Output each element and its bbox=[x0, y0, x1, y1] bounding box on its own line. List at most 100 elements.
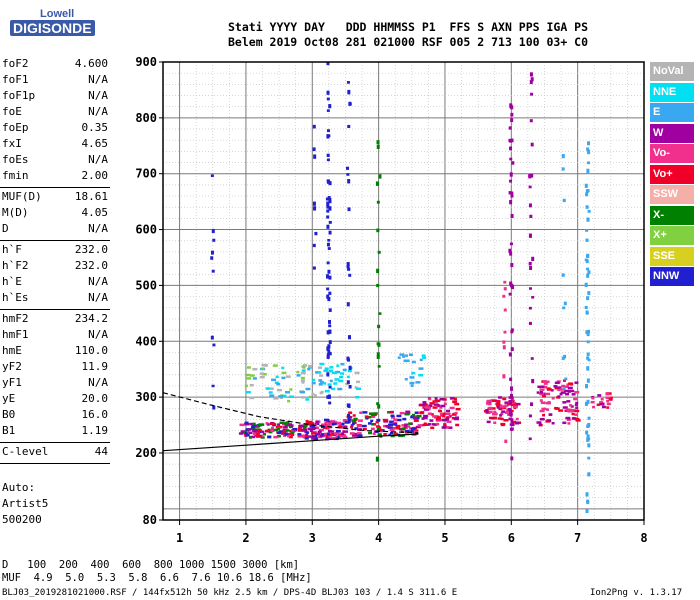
echo-point bbox=[567, 386, 573, 390]
echo-point bbox=[575, 406, 579, 410]
echo-point bbox=[376, 268, 380, 274]
echo-point bbox=[383, 433, 387, 436]
echo-point bbox=[252, 367, 258, 371]
echo-point bbox=[545, 401, 551, 405]
echo-point bbox=[210, 335, 214, 340]
echo-point bbox=[372, 432, 376, 436]
param-name: foF1 bbox=[2, 73, 29, 86]
echo-point bbox=[370, 419, 374, 423]
echo-point bbox=[439, 412, 443, 416]
echo-point bbox=[504, 411, 509, 414]
echo-point bbox=[436, 399, 441, 403]
echo-point bbox=[297, 429, 303, 432]
echo-point bbox=[256, 435, 262, 438]
echo-point bbox=[244, 421, 249, 425]
echo-point bbox=[515, 402, 521, 406]
echo-point bbox=[238, 432, 243, 435]
param-separator bbox=[0, 240, 110, 241]
param-name: h`F bbox=[2, 243, 22, 256]
echo-point bbox=[376, 355, 380, 359]
echo-point bbox=[586, 168, 590, 174]
x-tick-label: 6 bbox=[508, 531, 515, 545]
echo-point bbox=[318, 371, 322, 374]
echo-point bbox=[428, 404, 433, 408]
echo-point bbox=[554, 406, 559, 410]
echo-point bbox=[499, 414, 503, 417]
echo-point bbox=[326, 331, 330, 335]
echo-point bbox=[508, 408, 512, 412]
echo-point bbox=[563, 354, 567, 359]
param-name: M(D) bbox=[2, 206, 29, 219]
echo-point bbox=[528, 321, 532, 325]
echo-point bbox=[511, 284, 515, 290]
echo-point bbox=[443, 423, 447, 427]
echo-point bbox=[599, 402, 605, 406]
echo-point bbox=[397, 356, 401, 359]
echo-point bbox=[297, 427, 302, 430]
echo-point bbox=[510, 456, 514, 461]
echo-point bbox=[353, 417, 358, 421]
echo-point bbox=[355, 380, 360, 384]
echo-point bbox=[210, 174, 214, 178]
echo-point bbox=[296, 374, 301, 377]
footer-version: Ion2Png v. 1.3.17 bbox=[590, 588, 683, 598]
echo-point bbox=[342, 435, 348, 439]
echo-point bbox=[585, 192, 589, 197]
echo-point bbox=[490, 399, 496, 402]
echo-point bbox=[433, 403, 439, 406]
echo-point bbox=[510, 330, 514, 334]
echo-point bbox=[350, 425, 354, 429]
echo-point bbox=[326, 158, 330, 162]
echo-point bbox=[331, 436, 337, 440]
echo-point bbox=[347, 358, 351, 362]
echo-point bbox=[252, 377, 257, 380]
echo-point bbox=[361, 424, 367, 428]
echo-point bbox=[559, 388, 565, 391]
echo-point bbox=[561, 273, 565, 277]
echo-point bbox=[326, 204, 330, 209]
echo-point bbox=[303, 364, 308, 367]
echo-point bbox=[448, 415, 452, 418]
echo-point bbox=[326, 423, 331, 427]
echo-point bbox=[328, 369, 333, 372]
echo-point bbox=[326, 432, 330, 436]
echo-point bbox=[415, 425, 421, 429]
echo-point bbox=[391, 416, 396, 419]
echo-point bbox=[528, 185, 532, 189]
echo-point bbox=[318, 428, 324, 432]
echo-point bbox=[510, 347, 514, 352]
echo-point bbox=[541, 380, 545, 383]
echo-point bbox=[509, 179, 513, 183]
echo-point bbox=[357, 434, 363, 437]
echo-point bbox=[326, 97, 330, 101]
echo-point bbox=[300, 371, 306, 375]
param-row: fmin 2.00 bbox=[2, 169, 108, 185]
echo-point bbox=[562, 306, 566, 310]
legend-item-x-: X- bbox=[650, 205, 694, 225]
echo-point bbox=[416, 414, 422, 418]
echo-point bbox=[389, 420, 395, 424]
echo-point bbox=[509, 242, 513, 246]
echo-point bbox=[290, 430, 295, 434]
echo-point bbox=[269, 422, 275, 426]
echo-point bbox=[331, 433, 337, 436]
echo-point bbox=[273, 397, 279, 400]
echo-point bbox=[510, 386, 514, 391]
echo-point bbox=[340, 372, 345, 375]
echo-point bbox=[349, 432, 355, 435]
echo-point bbox=[378, 174, 382, 179]
echo-point bbox=[504, 401, 509, 404]
echo-point bbox=[585, 310, 589, 315]
echo-point bbox=[344, 421, 350, 424]
echo-point bbox=[536, 421, 542, 424]
echo-point bbox=[346, 173, 350, 176]
echo-point bbox=[381, 429, 385, 432]
echo-point bbox=[297, 433, 302, 436]
echo-point bbox=[328, 104, 332, 109]
echo-point bbox=[400, 427, 406, 431]
echo-point bbox=[268, 430, 273, 434]
echo-point bbox=[584, 401, 588, 406]
echo-point bbox=[546, 380, 550, 384]
echo-point bbox=[585, 384, 589, 389]
echo-point bbox=[327, 383, 332, 386]
